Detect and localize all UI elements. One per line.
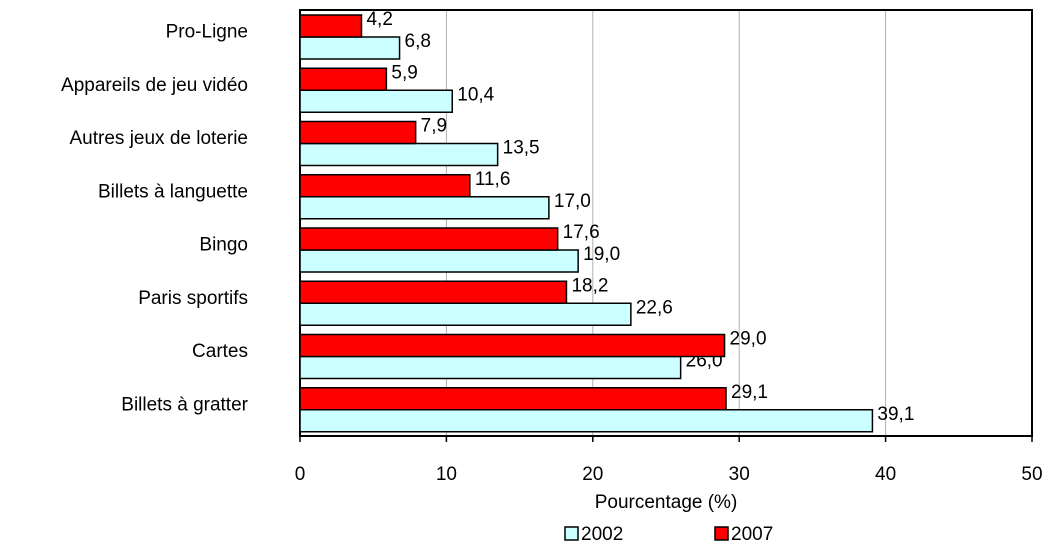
value-label: 18,2 — [571, 275, 608, 296]
value-label: 29,1 — [731, 382, 768, 403]
y-tick-label: Pro-Ligne — [166, 22, 248, 43]
y-tick-label: Appareils de jeu vidéo — [61, 75, 248, 96]
bar — [299, 89, 454, 113]
legend-swatch — [564, 526, 579, 541]
legend-label: 2002 — [581, 524, 623, 545]
x-tick-label: 0 — [295, 464, 306, 485]
x-tick-label: 40 — [875, 464, 896, 485]
y-tick-label: Autres jeux de loterie — [70, 128, 249, 149]
value-label: 19,0 — [583, 244, 620, 265]
bar — [299, 333, 726, 358]
bar — [299, 355, 682, 380]
y-tick-label: Billets à languette — [98, 181, 248, 202]
y-tick-label: Bingo — [199, 235, 248, 256]
y-tick-label: Billets à gratter — [121, 394, 248, 415]
value-label: 13,5 — [503, 138, 540, 159]
bar — [299, 249, 579, 273]
value-label: 7,9 — [421, 116, 447, 137]
y-tick-label: Cartes — [192, 341, 248, 362]
x-tick-label: 50 — [1021, 464, 1042, 485]
bar — [299, 120, 417, 145]
value-label: 6,8 — [405, 31, 431, 52]
bar — [299, 387, 727, 411]
x-tick-label: 20 — [582, 464, 603, 485]
bar — [299, 280, 568, 304]
value-label: 39,1 — [877, 404, 914, 425]
bar — [299, 409, 874, 433]
bar — [299, 67, 388, 91]
bar — [299, 174, 471, 198]
value-label: 22,6 — [636, 297, 673, 318]
bar — [299, 302, 632, 326]
value-label: 29,0 — [730, 329, 767, 350]
value-label: 4,2 — [366, 9, 392, 30]
bar — [299, 36, 401, 60]
legend-swatch — [714, 526, 729, 541]
bar — [299, 142, 499, 167]
bar — [299, 196, 550, 220]
bar — [299, 14, 363, 38]
x-tick-label: 10 — [436, 464, 457, 485]
plot-border — [299, 9, 1033, 437]
value-label: 17,0 — [554, 191, 591, 212]
x-tick-label: 30 — [729, 464, 750, 485]
value-label: 5,9 — [391, 62, 417, 83]
value-label: 17,6 — [563, 222, 600, 243]
legend-label: 2007 — [731, 524, 773, 545]
bar — [299, 227, 559, 251]
y-tick-label: Paris sportifs — [138, 288, 248, 309]
x-axis-title: Pourcentage (%) — [595, 492, 738, 513]
value-label: 11,6 — [475, 169, 511, 190]
value-label: 10,4 — [457, 84, 494, 105]
